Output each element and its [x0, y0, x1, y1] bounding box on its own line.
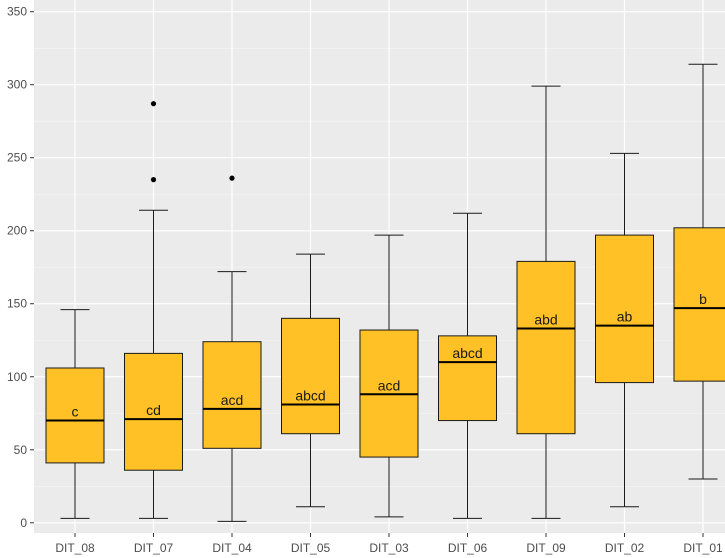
box-iqr — [45, 367, 105, 464]
box-dit-06: abcd — [438, 212, 497, 519]
significance-label: cd — [146, 402, 161, 418]
box-iqr — [202, 341, 262, 449]
y-tick-label: 250 — [7, 151, 27, 165]
x-tick-label: DIT_08 — [55, 541, 95, 555]
outlier-point — [150, 177, 157, 183]
significance-label: c — [72, 404, 79, 420]
box-dit-02: ab — [595, 152, 654, 508]
x-tick-label: DIT_01 — [683, 541, 723, 555]
box-iqr — [281, 317, 340, 435]
y-tick-label: 350 — [7, 5, 27, 19]
significance-label: ab — [617, 309, 633, 325]
significance-label: acd — [221, 392, 244, 408]
box-iqr — [595, 234, 654, 384]
box-dit-07: cd — [124, 101, 183, 519]
box-dit-09: abd — [516, 85, 576, 519]
y-tick-label: 0 — [20, 516, 27, 530]
box-iqr — [673, 227, 725, 382]
y-axis: 0 50 100 150 200 250 300 350 — [7, 5, 34, 530]
x-tick-label: DIT_07 — [134, 541, 174, 555]
y-tick-label: 150 — [7, 297, 27, 311]
outlier-point — [150, 101, 157, 107]
y-tick-label: 100 — [7, 370, 27, 384]
y-tick-label: 300 — [7, 78, 27, 92]
x-tick-label: DIT_09 — [526, 541, 566, 555]
boxes-layer: c cd acd abcd acd abcd abd ab b — [45, 63, 725, 522]
outlier-point — [229, 175, 235, 181]
x-tick-label: DIT_04 — [212, 541, 252, 555]
x-tick-label: DIT_02 — [605, 541, 645, 555]
significance-label: abcd — [295, 387, 325, 403]
box-dit-04: acd — [202, 175, 262, 522]
significance-label: abd — [534, 312, 557, 328]
y-tick-label: 200 — [7, 224, 27, 238]
box-iqr — [438, 335, 497, 422]
y-tick-label: 50 — [14, 443, 28, 457]
x-tick-label: DIT_03 — [369, 541, 409, 555]
x-tick-label: DIT_06 — [448, 541, 488, 555]
box-dit-05: abcd — [281, 253, 340, 508]
significance-label: abcd — [452, 345, 482, 361]
x-axis: DIT_08 DIT_07 DIT_04 DIT_05 DIT_03 DIT_06 DIT_… — [55, 533, 723, 555]
box-dit-08: c — [45, 309, 105, 519]
x-tick-label: DIT_05 — [291, 541, 331, 555]
box-dit-03: acd — [359, 234, 419, 518]
box-dit-01: b — [673, 63, 725, 480]
box-iqr — [516, 260, 576, 435]
box-iqr — [124, 352, 183, 471]
significance-label: acd — [378, 377, 401, 393]
significance-label: b — [699, 291, 707, 307]
